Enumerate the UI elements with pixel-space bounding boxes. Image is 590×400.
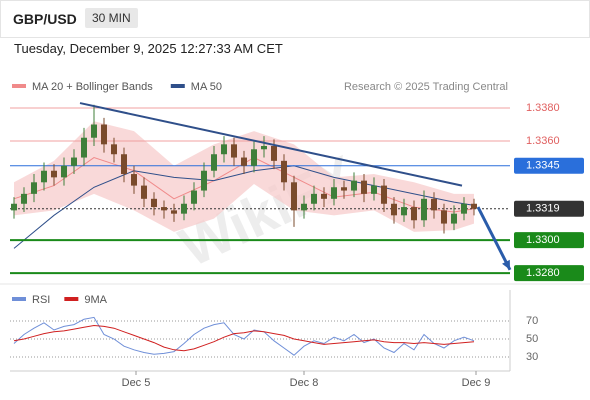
candle-body bbox=[291, 182, 297, 211]
candle-body bbox=[71, 157, 77, 166]
candle-body bbox=[281, 160, 287, 183]
candle-body bbox=[421, 198, 427, 221]
candle-body bbox=[271, 145, 277, 161]
candle-body bbox=[141, 185, 147, 199]
candle-body bbox=[221, 144, 227, 155]
candle-body bbox=[441, 210, 447, 224]
candle-body bbox=[31, 182, 37, 194]
level-tag bbox=[514, 200, 584, 217]
legend-label: 9MA bbox=[84, 294, 107, 306]
header: GBP/USD 30 MIN bbox=[0, 0, 590, 38]
candle-body bbox=[341, 187, 347, 191]
candle-body bbox=[451, 213, 457, 224]
legend-label: MA 20 + Bollinger Bands bbox=[32, 81, 153, 93]
level-label: 1.3345 bbox=[526, 160, 560, 172]
pair: GBP/USD bbox=[13, 11, 77, 27]
timeframe-button[interactable]: 30 MIN bbox=[85, 8, 138, 28]
level-tag bbox=[514, 265, 584, 282]
candle-body bbox=[311, 193, 317, 204]
candle-body bbox=[231, 144, 237, 158]
rsi-tick-label: 50 bbox=[526, 333, 538, 345]
candle-body bbox=[161, 207, 167, 211]
level-label: 1.3319 bbox=[526, 203, 560, 215]
candle-body bbox=[191, 190, 197, 204]
level-label: 1.3300 bbox=[526, 234, 560, 246]
credit: Research © 2025 Trading Central bbox=[344, 81, 508, 93]
candle-body bbox=[381, 185, 387, 204]
candle-body bbox=[131, 174, 137, 186]
rsi-tick-label: 30 bbox=[526, 351, 538, 363]
candle-body bbox=[371, 185, 377, 194]
candle-body bbox=[321, 193, 327, 199]
rsi-tick-label: 70 bbox=[526, 315, 538, 327]
candle-body bbox=[151, 198, 157, 208]
candle-body bbox=[61, 165, 67, 178]
x-tick-label: Dec 8 bbox=[290, 377, 319, 389]
x-tick-label: Dec 9 bbox=[462, 377, 491, 389]
candle-body bbox=[211, 154, 217, 171]
legend-label: MA 50 bbox=[191, 81, 222, 93]
candle-body bbox=[181, 203, 187, 214]
level-label: 1.3280 bbox=[526, 267, 560, 279]
candle-body bbox=[121, 154, 127, 175]
candle-body bbox=[171, 210, 177, 214]
legend-swatch bbox=[64, 297, 79, 301]
candle-body bbox=[21, 193, 27, 204]
level-tag bbox=[514, 232, 584, 249]
candle-body bbox=[331, 187, 337, 199]
candle-body bbox=[351, 180, 357, 191]
candle-body bbox=[241, 157, 247, 166]
candle-body bbox=[411, 207, 417, 221]
rsi-line bbox=[13, 324, 475, 352]
candle-body bbox=[431, 198, 437, 211]
candle-body bbox=[111, 144, 117, 155]
candle-body bbox=[461, 203, 467, 214]
candle-body bbox=[41, 170, 47, 183]
x-tick-label: Dec 5 bbox=[122, 377, 151, 389]
level-tag bbox=[514, 157, 584, 174]
candle-body bbox=[51, 170, 57, 178]
arrow-head bbox=[502, 259, 510, 270]
trendline bbox=[79, 102, 463, 187]
level-label: 1.3380 bbox=[526, 102, 560, 114]
rsi-line bbox=[13, 316, 475, 356]
level-label: 1.3360 bbox=[526, 135, 560, 147]
legend-label: RSI bbox=[32, 294, 50, 306]
candle-body bbox=[91, 124, 97, 138]
candle-body bbox=[251, 149, 257, 166]
candle-body bbox=[11, 203, 17, 211]
candle-body bbox=[101, 124, 107, 145]
bollinger-band bbox=[14, 121, 474, 232]
candle-body bbox=[391, 203, 397, 216]
candle-body bbox=[201, 170, 207, 191]
date: Tuesday, December 9, 2025 12:27:33 AM CE… bbox=[14, 41, 283, 56]
candle-body bbox=[301, 203, 307, 211]
candle-body bbox=[81, 137, 87, 158]
candle-body bbox=[361, 180, 367, 194]
legend-swatch bbox=[170, 84, 185, 88]
legend-swatch bbox=[12, 297, 26, 301]
forecast-arrow bbox=[476, 206, 512, 271]
candle-body bbox=[401, 207, 407, 216]
candle-body bbox=[471, 203, 477, 209]
legend-swatch bbox=[12, 84, 26, 88]
candle-body bbox=[261, 145, 267, 150]
